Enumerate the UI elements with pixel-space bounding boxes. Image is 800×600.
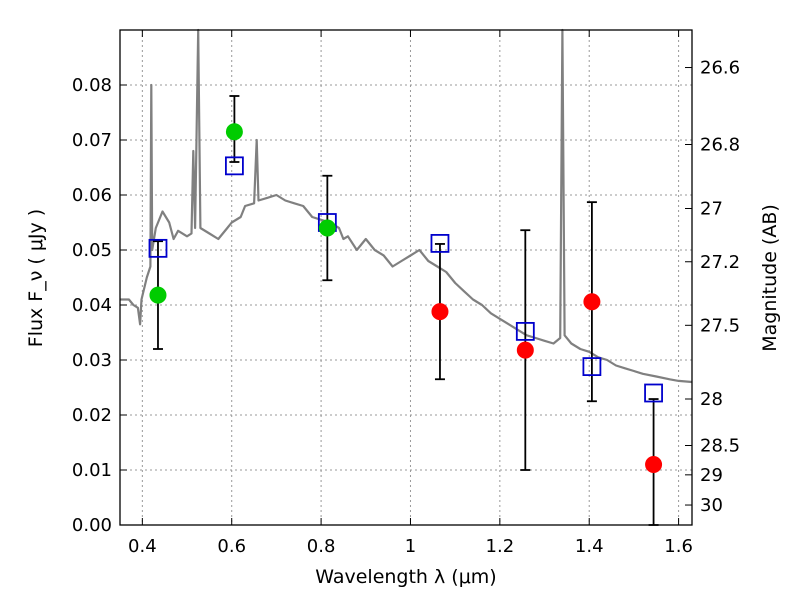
mag-tick-label: 26.8 — [700, 134, 740, 155]
y-tick-label: 0.01 — [72, 460, 112, 481]
x-tick-label: 0.4 — [128, 536, 157, 557]
mag-tick-label: 30 — [700, 495, 723, 516]
axis-ticks: 0.4 0.6 0.8 1 1.2 1.4 1.6 0.00 0.01 0.02 0.03 0.04 0… — [72, 30, 740, 557]
sed-model-curve — [120, 28, 693, 384]
photometry-point — [431, 303, 449, 321]
mag-tick-label: 26.6 — [700, 58, 740, 79]
photometry-point — [318, 219, 336, 237]
model-square-marker — [644, 383, 663, 403]
y-tick-label: 0.06 — [72, 185, 112, 206]
right-axis-title: Magnitude (AB) — [759, 204, 781, 352]
photometry-point — [149, 286, 167, 304]
model-square-marker — [148, 238, 168, 258]
x-tick-label: 1.6 — [664, 536, 693, 557]
photometry-point — [583, 293, 601, 311]
y-tick-label: 0.08 — [72, 75, 112, 96]
x-tick-label: 1.4 — [575, 536, 604, 557]
y-tick-label: 0.07 — [72, 130, 112, 151]
sed-line — [120, 28, 693, 384]
y-tick-label: 0.02 — [72, 405, 112, 426]
model-square-marker — [430, 233, 450, 253]
x-tick-label: 0.6 — [217, 536, 246, 557]
model-square-marker — [515, 321, 535, 341]
data-markers — [148, 123, 663, 473]
x-tick-label: 1 — [405, 536, 416, 557]
model-square-marker — [224, 156, 244, 176]
mag-tick-label: 28.5 — [700, 436, 740, 457]
x-tick-label: 1.2 — [486, 536, 515, 557]
photometry-point — [516, 341, 534, 359]
mag-tick-label: 27.2 — [700, 252, 740, 273]
x-axis-title: Wavelength λ (μm) — [315, 566, 496, 588]
y-axis-title: Flux F_ν ( μJy ) — [25, 209, 47, 347]
mag-tick-label: 28 — [700, 389, 723, 410]
y-tick-label: 0.00 — [72, 515, 112, 536]
mag-tick-label: 27.5 — [700, 315, 740, 336]
photometry-point — [645, 456, 663, 473]
y-tick-label: 0.04 — [72, 295, 112, 316]
model-square-marker — [582, 357, 602, 377]
y-tick-label: 0.03 — [72, 350, 112, 371]
mag-tick-label: 29 — [700, 465, 723, 486]
grid-lines — [120, 30, 692, 526]
plot-frame — [119, 29, 693, 526]
y-tick-label: 0.05 — [72, 240, 112, 261]
x-tick-label: 0.8 — [307, 536, 336, 557]
mag-tick-label: 27 — [700, 199, 723, 220]
photometry-point — [225, 123, 243, 141]
error-bars — [152, 95, 659, 526]
